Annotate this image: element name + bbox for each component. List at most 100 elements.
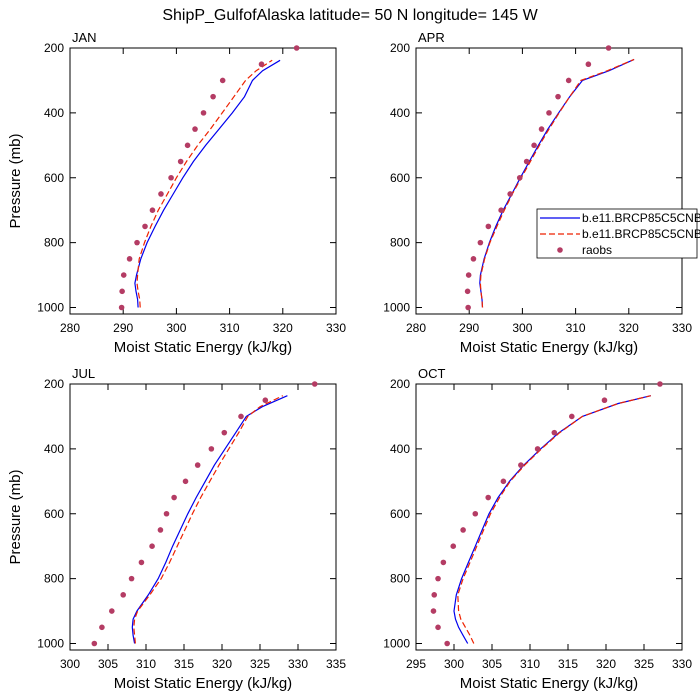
panel-title: APR: [418, 30, 445, 45]
legend: b.e11.BRCP85C5CNBDRD.f09_g16.001_model1b…: [536, 208, 700, 259]
y-tick-label: 600: [44, 171, 64, 185]
y-tick-label: 200: [44, 377, 64, 391]
raobs-point: [149, 207, 156, 213]
raobs-point: [184, 142, 191, 149]
raobs-point: [182, 478, 189, 485]
raobs-point: [158, 191, 164, 197]
y-tick-label: 1000: [383, 301, 410, 315]
raobs-point: [551, 429, 558, 436]
x-tick-label: 295: [406, 657, 426, 671]
raobs-point: [262, 397, 269, 404]
x-tick-label: 300: [444, 657, 464, 671]
y-tick-label: 800: [390, 236, 410, 250]
panels: JAN 280 290 300 310 320 330 200 400 600 800 1000 Moi…: [7, 30, 692, 692]
y-tick-label: 1000: [37, 301, 64, 315]
y-tick-label: 400: [390, 106, 410, 120]
plot-frame: [69, 383, 337, 651]
raobs-point: [120, 592, 126, 598]
plot-frame: [69, 47, 337, 315]
panel-jan: JAN 280 290 300 310 320 330 200 400 600 800 1000 Moi…: [7, 30, 346, 356]
raobs-point: [200, 110, 207, 116]
raobs-point: [138, 559, 145, 566]
raobs-point: [219, 77, 226, 84]
raobs-point: [601, 397, 608, 404]
x-tick-label: 320: [596, 657, 616, 671]
raobs-point: [118, 304, 125, 311]
legend-raobs-marker: [557, 247, 563, 253]
model1-line: [134, 59, 281, 308]
legend-entry-label: b.e11.BRCP85C5CNBDRD.f09_g16.001_model2: [582, 227, 700, 241]
panel-title: OCT: [418, 366, 446, 381]
raobs-point: [210, 93, 216, 100]
x-tick-label: 320: [212, 657, 232, 671]
model2-line: [133, 395, 284, 644]
raobs-point: [171, 494, 177, 501]
x-tick-label: 320: [619, 321, 639, 335]
raobs-point: [605, 45, 612, 51]
raobs-point: [99, 624, 105, 631]
raobs-point: [555, 93, 561, 100]
raobs-point: [120, 272, 127, 278]
raobs-point: [435, 575, 441, 582]
raobs-point: [128, 575, 135, 582]
x-tick-label: 330: [672, 657, 692, 671]
raobs-point: [444, 640, 450, 647]
raobs-point: [440, 559, 447, 566]
model2-line: [136, 59, 273, 308]
x-tick-label: 305: [98, 657, 118, 671]
x-axis-label: Moist Static Energy (kJ/kg): [114, 339, 292, 356]
raobs-point: [258, 61, 265, 68]
y-tick-label: 800: [44, 572, 64, 586]
raobs-point: [569, 413, 575, 420]
raobs-point: [238, 413, 244, 420]
y-tick-label: 600: [44, 507, 64, 521]
x-tick-label: 280: [60, 321, 80, 335]
y-tick-label: 800: [390, 572, 410, 586]
x-tick-label: 330: [672, 321, 692, 335]
raobs-point: [477, 239, 484, 246]
raobs-point: [134, 239, 140, 246]
x-tick-label: 320: [273, 321, 293, 335]
raobs-point: [538, 126, 545, 132]
raobs-point: [208, 446, 215, 452]
y-tick-label: 400: [44, 106, 64, 120]
raobs-point: [485, 494, 492, 501]
x-tick-label: 305: [482, 657, 502, 671]
raobs-point: [194, 462, 201, 468]
raobs-point: [657, 381, 663, 387]
figure-title: ShipP_GulfofAlaska latitude= 50 N longit…: [162, 7, 538, 24]
raobs-point: [149, 543, 155, 549]
x-axis-label: Moist Static Energy (kJ/kg): [460, 675, 638, 692]
x-tick-label: 310: [520, 657, 540, 671]
x-tick-label: 330: [288, 657, 308, 671]
x-tick-label: 290: [113, 321, 133, 335]
raobs-point: [450, 543, 457, 549]
x-tick-label: 310: [220, 321, 240, 335]
raobs-point: [91, 640, 98, 647]
raobs-point: [470, 256, 477, 262]
y-axis-label: Pressure (mb): [7, 133, 24, 228]
y-tick-label: 600: [390, 171, 410, 185]
x-tick-label: 310: [566, 321, 586, 335]
y-axis-label: Pressure (mb): [7, 469, 24, 564]
raobs-point: [430, 608, 437, 614]
raobs-point: [531, 142, 537, 149]
y-tick-label: 1000: [37, 637, 64, 651]
raobs-point: [546, 110, 552, 116]
x-tick-label: 300: [166, 321, 186, 335]
panel-title: JAN: [72, 30, 97, 45]
raobs-point: [464, 288, 471, 295]
raobs-point: [177, 158, 184, 165]
raobs-point: [119, 288, 125, 295]
raobs-point: [585, 61, 592, 68]
x-axis-label: Moist Static Energy (kJ/kg): [460, 339, 638, 356]
y-tick-label: 800: [44, 236, 64, 250]
panel-apr: APR 280 290 300 310 320 330 200 400 600 800 1000 Moi…: [383, 30, 692, 356]
panel-jul: JUL 300 305 310 315 320 325 330 335 200 400 600 800 1…: [7, 366, 346, 692]
raobs-point: [523, 158, 530, 165]
panel-oct: OCT 295 300 305 310 315 320 325 330 200 400 600 800 1…: [383, 366, 692, 692]
x-tick-label: 300: [60, 657, 80, 671]
raobs-point: [311, 381, 318, 387]
x-tick-label: 300: [512, 321, 532, 335]
